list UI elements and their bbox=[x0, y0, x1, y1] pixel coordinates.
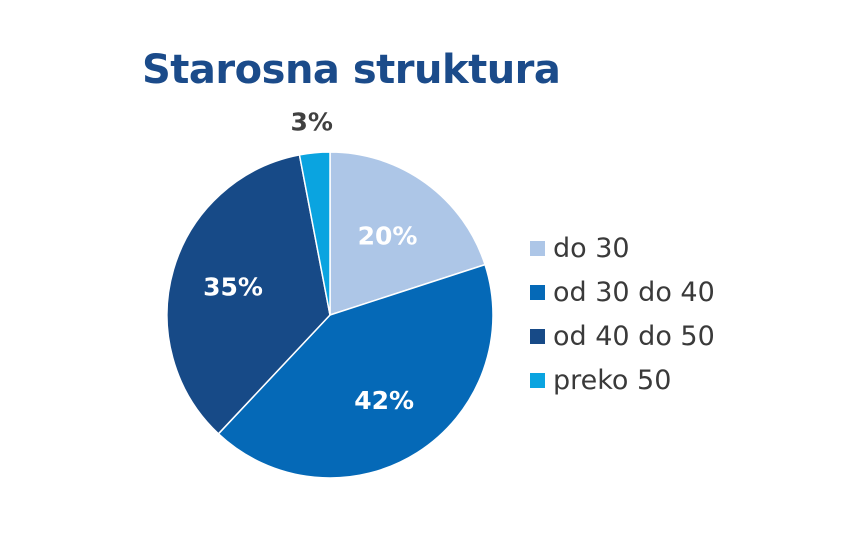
legend-item: preko 50 bbox=[530, 358, 715, 402]
pie-slice-1 bbox=[329, 151, 486, 316]
legend-item: od 40 do 50 bbox=[530, 314, 715, 358]
chart-title: Starosna struktura bbox=[142, 47, 561, 93]
legend-label: do 30 bbox=[553, 232, 630, 264]
pie-data-labels: 20% 42% 35% 3% bbox=[203, 107, 417, 414]
pie-data-label-4: 3% bbox=[290, 107, 332, 136]
pie-slice-4 bbox=[298, 151, 331, 316]
pie-slice-2 bbox=[217, 263, 494, 479]
legend-swatch bbox=[530, 240, 545, 256]
legend-item: od 30 do 40 bbox=[530, 270, 715, 314]
legend-label: od 40 do 50 bbox=[553, 320, 715, 352]
pie-slice-3 bbox=[166, 154, 331, 435]
pie-data-label-3: 35% bbox=[203, 272, 263, 301]
legend-swatch bbox=[530, 284, 545, 300]
pie-data-label-1: 20% bbox=[358, 221, 418, 250]
legend: do 30 od 30 do 40 od 40 do 50 preko 50 bbox=[530, 226, 715, 402]
legend-swatch bbox=[530, 328, 545, 344]
legend-swatch bbox=[530, 372, 545, 388]
legend-label: od 30 do 40 bbox=[553, 276, 715, 308]
legend-label: preko 50 bbox=[553, 364, 672, 396]
pie-slices bbox=[166, 151, 494, 479]
legend-item: do 30 bbox=[530, 226, 715, 270]
pie-data-label-2: 42% bbox=[354, 386, 414, 415]
